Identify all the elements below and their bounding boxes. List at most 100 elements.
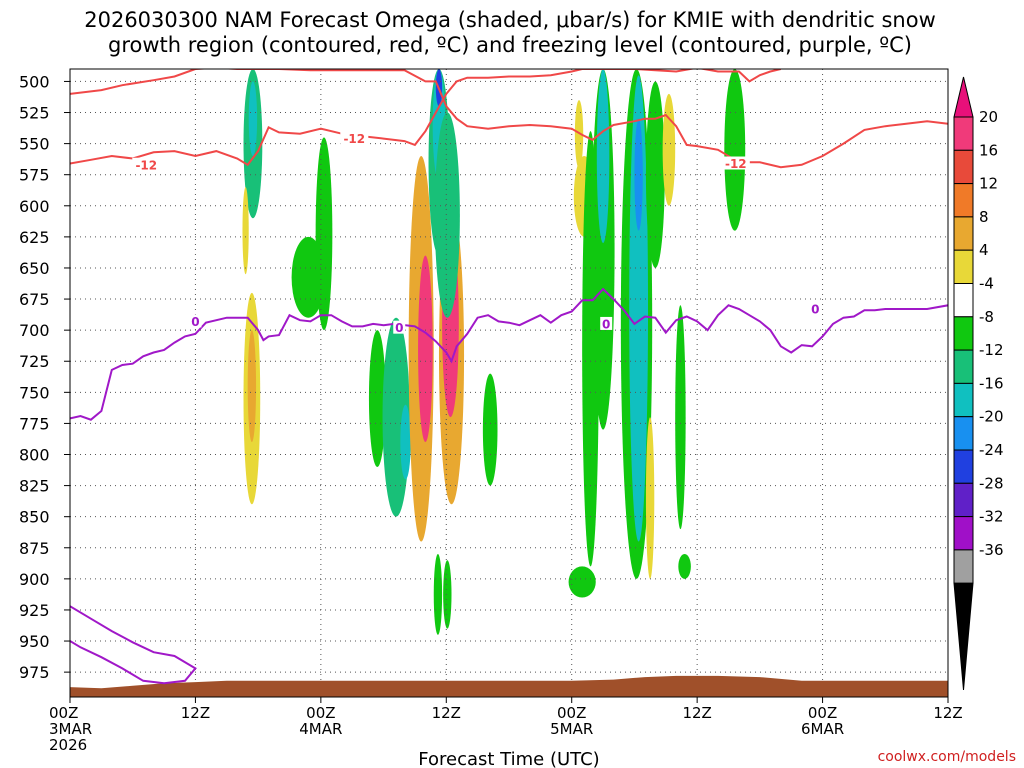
colorbar-label-2: 12 <box>979 175 998 193</box>
plot-frame <box>69 68 949 698</box>
omega-region-4 <box>247 330 257 443</box>
y-tick-label-725: 725 <box>19 352 50 371</box>
omega-region-6 <box>291 236 326 318</box>
omega-region-34 <box>678 553 691 579</box>
colorbar-box-1 <box>953 149 974 185</box>
y-tick-label-575: 575 <box>19 166 50 185</box>
y-tick-label-800: 800 <box>19 446 50 465</box>
colorbar-box-8 <box>953 382 974 418</box>
omega-region-17 <box>434 112 460 318</box>
freezing-level-contour-lower <box>70 605 197 685</box>
contour-label-bg-4 <box>393 320 406 334</box>
colorbar-label-9: -20 <box>979 408 1004 426</box>
colorbar-label-5: -4 <box>979 275 994 293</box>
omega-region-7 <box>368 330 386 467</box>
chart-title-line2: growth region (contoured, red, ºC) and f… <box>108 33 912 57</box>
omega-region-32 <box>675 305 686 530</box>
x-axis-label: Forecast Time (UTC) <box>418 749 599 768</box>
colorbar-box-5 <box>953 283 974 318</box>
colorbar-box-6 <box>953 316 974 351</box>
colorbar-box-10 <box>953 449 974 484</box>
x-tick-label-24-0: 00Z <box>306 704 335 722</box>
contour-label-1: -12 <box>343 132 365 146</box>
colorbar-label-11: -28 <box>979 474 1004 492</box>
colorbar-label-12: -32 <box>979 508 1004 526</box>
dgz-contour-bottom <box>70 69 782 167</box>
x-tick-label-0-1: 3MAR <box>49 720 92 738</box>
colorbar-arrow-bottom <box>953 582 974 691</box>
omega-region-18 <box>433 553 443 635</box>
contour-label-5: 0 <box>602 317 610 331</box>
y-tick-label-950: 950 <box>19 632 50 651</box>
x-tick-label-36-0: 12Z <box>432 704 461 722</box>
colorbar-box-0 <box>953 116 974 151</box>
colorbar-label-13: -36 <box>979 541 1004 559</box>
colorbar-label-6: -8 <box>979 308 994 326</box>
y-tick-label-600: 600 <box>19 197 50 216</box>
x-tick-label-72-1: 6MAR <box>801 720 844 738</box>
x-tick-label-48-0: 00Z <box>557 704 586 722</box>
y-tick-label-750: 750 <box>19 383 50 402</box>
contour-label-bg-2 <box>721 156 750 170</box>
y-tick-label-550: 550 <box>19 135 50 154</box>
colorbar-label-10: -24 <box>979 441 1004 459</box>
colorbar-label-0: 20 <box>979 108 998 126</box>
colorbar-arrow-top <box>953 76 974 118</box>
omega-region-19 <box>443 560 452 629</box>
freezing-level-contour <box>70 287 948 421</box>
omega-region-29 <box>634 118 643 231</box>
plot-area: -12 -12 -12 0 0 0 0 <box>70 69 948 697</box>
y-tick-label-700: 700 <box>19 321 50 340</box>
x-tick-label-48-1: 5MAR <box>550 720 593 738</box>
axes: 500 525 550 575 600 625 650 675 700 725 750 775 800 8… <box>19 68 963 754</box>
colorbar-box-3 <box>953 216 974 251</box>
colorbar: 20 16 12 8 4 -4 -8 -12 -16 -20 -24 -28 -32 -36 <box>953 76 1004 691</box>
x-tick-label-84-0: 12Z <box>933 704 962 722</box>
contour-label-bg-0 <box>132 157 161 171</box>
colorbar-box-7 <box>953 349 974 384</box>
omega-region-21 <box>574 100 584 169</box>
contour-label-bg-5 <box>600 316 613 330</box>
y-tick-label-500: 500 <box>19 72 50 91</box>
omega-region-33 <box>645 417 655 579</box>
omega-region-20 <box>482 373 498 486</box>
y-tick-label-900: 900 <box>19 570 50 589</box>
y-tick-label-825: 825 <box>19 477 50 496</box>
omega-region-1 <box>248 81 258 157</box>
y-tick-label-525: 525 <box>19 104 50 123</box>
omega-region-31 <box>662 93 676 206</box>
plot-clip-group: -12 -12 -12 0 0 0 0 <box>70 69 948 697</box>
colorbar-label-4: 4 <box>979 241 989 259</box>
x-tick-label-0-0: 00Z <box>49 704 78 722</box>
y-tick-label-625: 625 <box>19 228 50 247</box>
credit-text: coolwx.com/models <box>878 749 1016 765</box>
y-tick-label-975: 975 <box>19 663 50 682</box>
colorbar-box-2 <box>953 183 974 218</box>
colorbar-box-9 <box>953 416 974 451</box>
colorbar-label-7: -12 <box>979 341 1004 359</box>
contour-label-4: 0 <box>395 321 403 335</box>
y-tick-label-875: 875 <box>19 539 50 558</box>
contour-label-bg-1 <box>340 131 369 145</box>
omega-region-28 <box>629 75 649 542</box>
x-tick-label-60-0: 12Z <box>682 704 711 722</box>
colorbar-box-4 <box>953 249 974 284</box>
omega-region-35 <box>724 69 746 231</box>
x-tick-label-0-2: 2026 <box>49 736 87 754</box>
x-tick-label-24-1: 4MAR <box>299 720 342 738</box>
contour-label-6: 0 <box>811 303 819 317</box>
contour-label-3: 0 <box>191 315 199 329</box>
contour-label-bg-3 <box>189 314 202 328</box>
omega-region-24 <box>568 566 596 598</box>
omega-region-2 <box>242 187 249 275</box>
dgz-contour-top <box>70 69 948 169</box>
colorbar-box-13 <box>953 549 974 584</box>
colorbar-label-1: 16 <box>979 141 998 159</box>
y-tick-label-850: 850 <box>19 508 50 527</box>
colorbar-box-11 <box>953 482 974 518</box>
y-tick-label-650: 650 <box>19 259 50 278</box>
terrain <box>70 675 948 697</box>
y-tick-label-775: 775 <box>19 414 50 433</box>
colorbar-box-12 <box>953 516 974 551</box>
